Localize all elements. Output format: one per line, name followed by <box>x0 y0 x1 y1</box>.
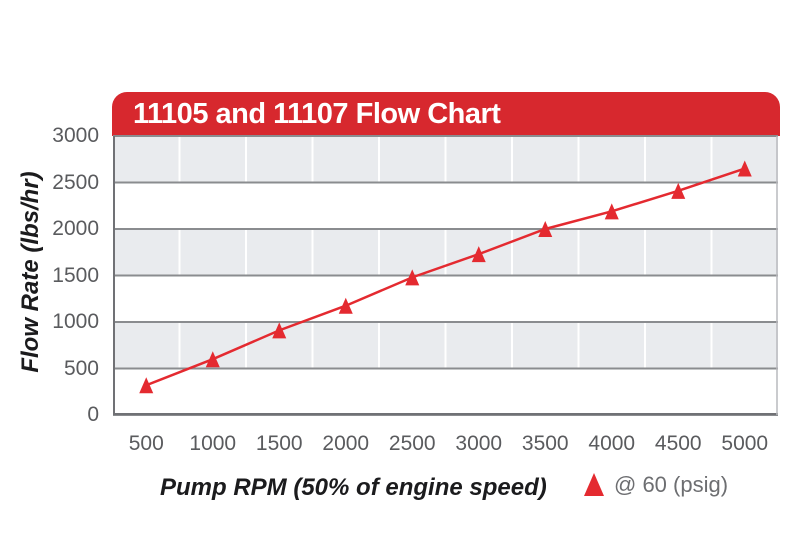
x-tick-label: 3000 <box>455 432 503 455</box>
x-axis-title: Pump RPM (50% of engine speed) <box>160 474 547 501</box>
x-tick-label: 5000 <box>721 432 769 455</box>
data-point-marker <box>538 221 553 237</box>
data-point-marker <box>471 246 486 263</box>
x-tick-label: 1500 <box>255 432 303 455</box>
data-point-marker <box>338 297 353 314</box>
y-tick-label: 2500 <box>52 170 99 194</box>
y-tick-label: 1500 <box>52 263 99 287</box>
y-tick-label: 2000 <box>52 217 99 240</box>
x-tick-label: 2000 <box>322 432 370 455</box>
data-point-marker <box>405 269 420 286</box>
x-tick-label: 500 <box>128 432 164 455</box>
chart-title: 11105 and 11107 Flow Chart <box>133 97 501 130</box>
chart-title-banner: 11105 and 11107 Flow Chart <box>112 92 780 136</box>
legend-label: @ 60 (psig) <box>614 472 729 497</box>
triangle-icon <box>584 473 604 496</box>
flow-line <box>145 167 746 387</box>
x-tick-label: 4500 <box>654 432 702 455</box>
data-point-marker <box>272 322 287 339</box>
y-tick-label: 3000 <box>52 124 99 147</box>
data-point-marker <box>139 377 154 394</box>
x-tick-label: 4000 <box>588 432 636 455</box>
data-point-marker <box>604 203 619 220</box>
x-tick-label: 1000 <box>189 432 237 455</box>
data-point-marker <box>671 182 686 199</box>
y-tick-label: 1000 <box>52 310 99 333</box>
y-tick-label: 0 <box>87 403 99 426</box>
chart-legend: @ 60 (psig) <box>584 473 728 496</box>
x-tick-label: 3500 <box>521 432 569 455</box>
x-tick-label: 2500 <box>388 432 436 455</box>
data-point-marker <box>205 351 220 368</box>
data-point-marker <box>737 160 752 177</box>
y-tick-label: 500 <box>63 356 99 380</box>
